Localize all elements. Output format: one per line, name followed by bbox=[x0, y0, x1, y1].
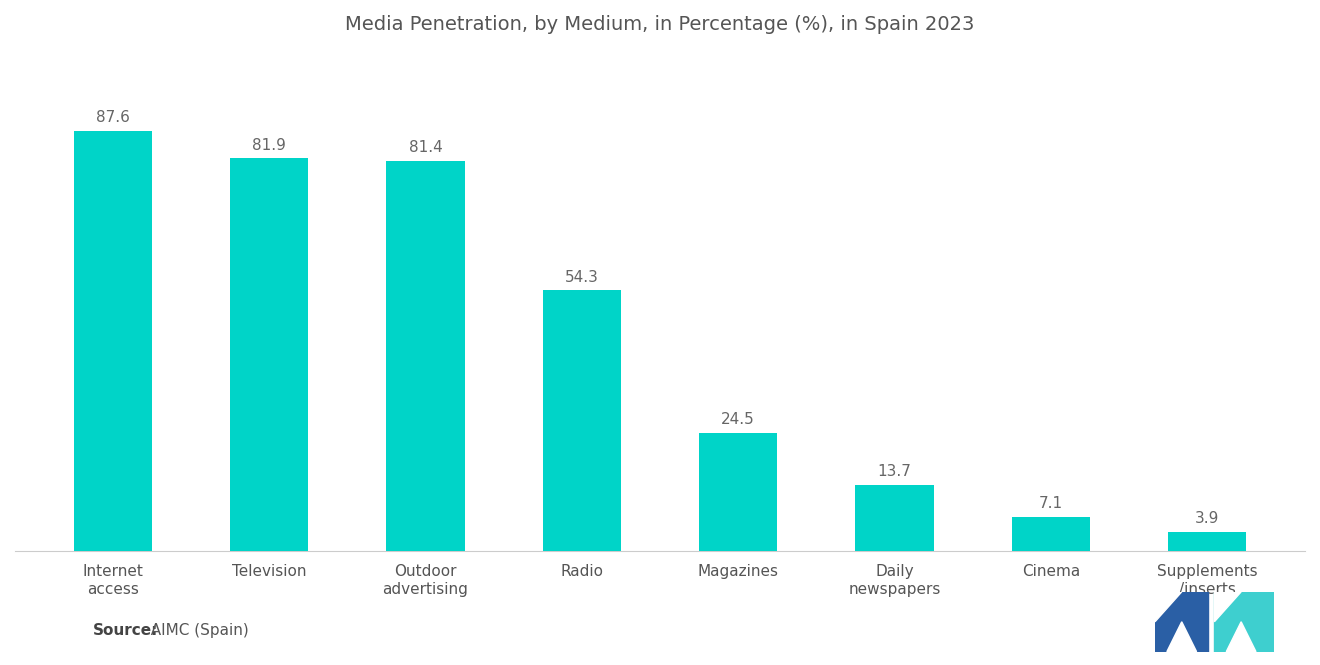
Bar bbox=[74, 131, 152, 551]
Text: 3.9: 3.9 bbox=[1195, 511, 1220, 526]
Bar bbox=[230, 158, 308, 551]
Text: Source:: Source: bbox=[92, 623, 158, 638]
Polygon shape bbox=[1155, 592, 1209, 652]
Text: 24.5: 24.5 bbox=[721, 412, 755, 428]
Bar bbox=[1168, 532, 1246, 551]
Polygon shape bbox=[1214, 592, 1274, 652]
Text: 81.9: 81.9 bbox=[252, 138, 286, 152]
Bar bbox=[1012, 517, 1090, 551]
Bar bbox=[387, 161, 465, 551]
Text: AIMC (Spain): AIMC (Spain) bbox=[141, 623, 249, 638]
Bar bbox=[543, 291, 620, 551]
Polygon shape bbox=[1155, 592, 1181, 622]
Title: Media Penetration, by Medium, in Percentage (%), in Spain 2023: Media Penetration, by Medium, in Percent… bbox=[346, 15, 974, 34]
Text: 81.4: 81.4 bbox=[409, 140, 442, 155]
Bar bbox=[855, 485, 933, 551]
Polygon shape bbox=[1226, 622, 1257, 652]
Text: 54.3: 54.3 bbox=[565, 270, 599, 285]
Text: 13.7: 13.7 bbox=[878, 464, 912, 479]
Text: 87.6: 87.6 bbox=[96, 110, 129, 125]
Text: 7.1: 7.1 bbox=[1039, 496, 1063, 511]
Bar bbox=[700, 433, 777, 551]
Polygon shape bbox=[1167, 622, 1196, 652]
Polygon shape bbox=[1214, 592, 1241, 622]
